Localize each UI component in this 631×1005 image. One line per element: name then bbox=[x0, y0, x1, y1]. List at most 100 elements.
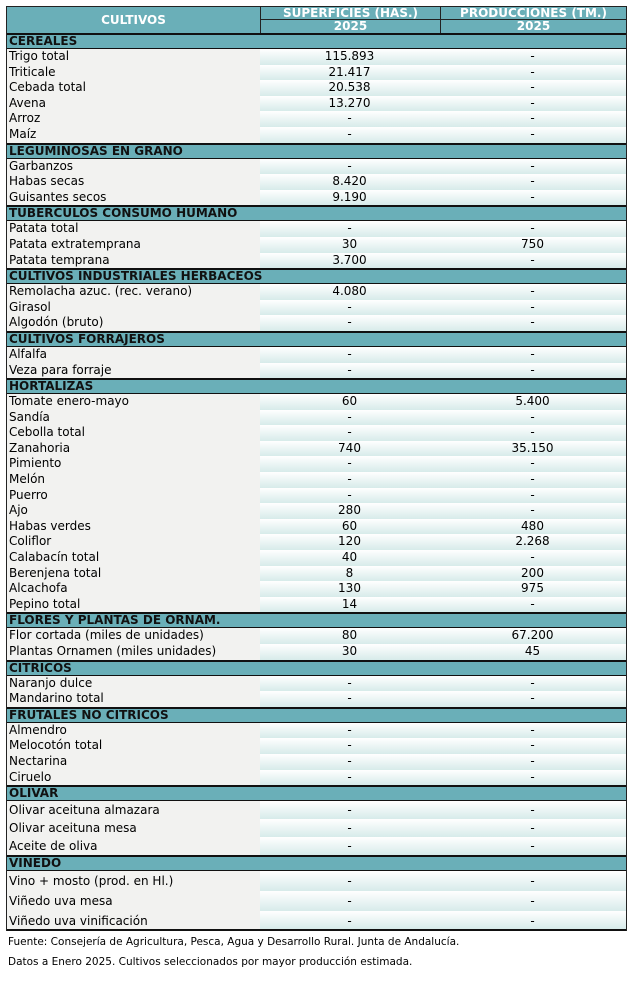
production-value: - bbox=[439, 49, 626, 65]
surface-value: 13.270 bbox=[260, 95, 439, 112]
table-row: Trigo total 115.893- bbox=[7, 49, 626, 65]
section-title: CÍTRICOS bbox=[7, 659, 626, 676]
surface-value: 4.080 bbox=[260, 284, 439, 300]
surface-value: 60 bbox=[260, 518, 439, 535]
crop-name: Berenjena total bbox=[7, 565, 260, 582]
crop-name: Pepino total bbox=[7, 596, 260, 613]
surface-value: 21.417 bbox=[260, 64, 439, 81]
table-row: Coliflor 120 2.268 bbox=[7, 534, 626, 551]
col-header-cultivos: CULTIVOS bbox=[7, 7, 261, 33]
table-row: Melón - - bbox=[7, 472, 626, 488]
crop-name: Aceite de oliva bbox=[7, 837, 260, 856]
section-title: FRUTALES NO CÍTRICOS bbox=[7, 706, 626, 723]
surface-value: 40 bbox=[260, 550, 439, 566]
production-value: - bbox=[439, 472, 626, 488]
table-row: Ciruelo - - bbox=[7, 769, 626, 786]
table-row: Flor cortada (miles de unidades) 80 67.200 bbox=[7, 628, 626, 644]
surface-value: 80 bbox=[260, 628, 439, 644]
crop-name: Ciruelo bbox=[7, 769, 260, 786]
crop-name: Zanahoria bbox=[7, 440, 260, 457]
table-row: Plantas Ornamen (miles unidades) 30 45 bbox=[7, 644, 626, 660]
table-row: Remolacha azuc. (rec. verano) 4.080- bbox=[7, 284, 626, 300]
surface-value: 280 bbox=[260, 503, 439, 519]
col-header-producciones-group: PRODUCCIONES (TM.) 2025 bbox=[441, 7, 626, 33]
table-body: CEREALES Trigo total 115.893- Triticale 21.4… bbox=[7, 33, 626, 932]
crop-name: Veza para forraje bbox=[7, 362, 260, 379]
production-value: - bbox=[439, 80, 626, 96]
production-value: 67.200 bbox=[439, 628, 626, 644]
crop-name: Habas verdes bbox=[7, 518, 260, 535]
col-header-superficies: SUPERFICIES (HAS.) bbox=[261, 7, 440, 20]
production-value: 750 bbox=[439, 236, 626, 253]
table-row: Viñedo uva vinificación - - bbox=[7, 911, 626, 932]
crop-name: Calabacín total bbox=[7, 550, 260, 566]
production-value: - bbox=[439, 95, 626, 112]
production-value: - bbox=[439, 722, 626, 739]
crop-name: Olivar aceituna almazara bbox=[7, 801, 260, 820]
production-value: - bbox=[439, 425, 626, 441]
section-title: LEGUMINOSAS EN GRANO bbox=[7, 142, 626, 159]
crop-name: Habas secas bbox=[7, 174, 260, 190]
production-value: - bbox=[439, 691, 626, 707]
crop-name: Maíz bbox=[7, 126, 260, 143]
surface-value: - bbox=[260, 891, 439, 912]
crop-name: Nectarina bbox=[7, 753, 260, 770]
surface-value: - bbox=[260, 753, 439, 770]
crop-name: Coliflor bbox=[7, 534, 260, 551]
production-value: - bbox=[439, 911, 626, 930]
surface-value: 130 bbox=[260, 581, 439, 597]
col-header-year-producciones: 2025 bbox=[516, 19, 551, 33]
production-value: - bbox=[439, 891, 626, 912]
crop-name: Patata extratemprana bbox=[7, 236, 260, 253]
surface-value: - bbox=[260, 487, 439, 504]
table-row: Habas secas 8.420- bbox=[7, 174, 626, 190]
production-value: - bbox=[439, 346, 626, 363]
crop-name: Garbanzos bbox=[7, 158, 260, 175]
section-title: TUBÉRCULOS CONSUMO HUMANO bbox=[7, 205, 626, 222]
crop-name: Viñedo uva vinificación bbox=[7, 911, 260, 930]
production-value: 2.268 bbox=[439, 534, 626, 551]
production-value: 975 bbox=[439, 581, 626, 597]
crop-name: Remolacha azuc. (rec. verano) bbox=[7, 284, 260, 300]
crop-name: Algodón (bruto) bbox=[7, 315, 260, 331]
surface-value: 8.420 bbox=[260, 174, 439, 190]
table-row: Guisantes secos 9.190- bbox=[7, 189, 626, 206]
data-note: Datos a Enero 2025. Cultivos seleccionad… bbox=[8, 956, 413, 969]
section-title: CULTIVOS FORRAJEROS bbox=[7, 330, 626, 347]
table-row: Triticale 21.417- bbox=[7, 64, 626, 81]
production-value: - bbox=[439, 487, 626, 504]
surface-value: 3.700 bbox=[260, 252, 439, 269]
surface-value: 120 bbox=[260, 534, 439, 551]
table-row: Patata extratemprana 30 750 bbox=[7, 236, 626, 253]
table-row: Naranjo dulce - - bbox=[7, 675, 626, 692]
table-row: Almendro - - bbox=[7, 722, 626, 739]
surface-value: - bbox=[260, 409, 439, 426]
production-value: - bbox=[439, 189, 626, 206]
surface-value: - bbox=[260, 871, 439, 892]
production-value: - bbox=[439, 675, 626, 692]
crop-name: Mandarino total bbox=[7, 691, 260, 707]
production-value: - bbox=[439, 111, 626, 127]
production-value: - bbox=[439, 871, 626, 892]
production-value: - bbox=[439, 174, 626, 190]
crop-name: Ajo bbox=[7, 503, 260, 519]
production-value: - bbox=[439, 252, 626, 269]
production-value: - bbox=[439, 362, 626, 379]
production-value: - bbox=[439, 284, 626, 300]
table-row: Garbanzos - - bbox=[7, 158, 626, 175]
table-row: Berenjena total 8 200 bbox=[7, 565, 626, 582]
crop-name: Almendro bbox=[7, 722, 260, 739]
col-header-producciones: PRODUCCIONES (TM.) bbox=[441, 7, 626, 20]
production-value: - bbox=[439, 738, 626, 754]
crop-name: Flor cortada (miles de unidades) bbox=[7, 628, 260, 644]
surface-value: - bbox=[260, 158, 439, 175]
production-value: - bbox=[439, 819, 626, 838]
crop-name: Triticale bbox=[7, 64, 260, 81]
crop-name: Olivar aceituna mesa bbox=[7, 819, 260, 838]
table-row: Ajo 280- bbox=[7, 503, 626, 519]
crop-name: Plantas Ornamen (miles unidades) bbox=[7, 644, 260, 660]
crop-name: Patata total bbox=[7, 221, 260, 237]
table-row: Calabacín total 40- bbox=[7, 550, 626, 566]
section-title: VIÑEDO bbox=[7, 855, 626, 872]
crop-name: Girasol bbox=[7, 299, 260, 316]
